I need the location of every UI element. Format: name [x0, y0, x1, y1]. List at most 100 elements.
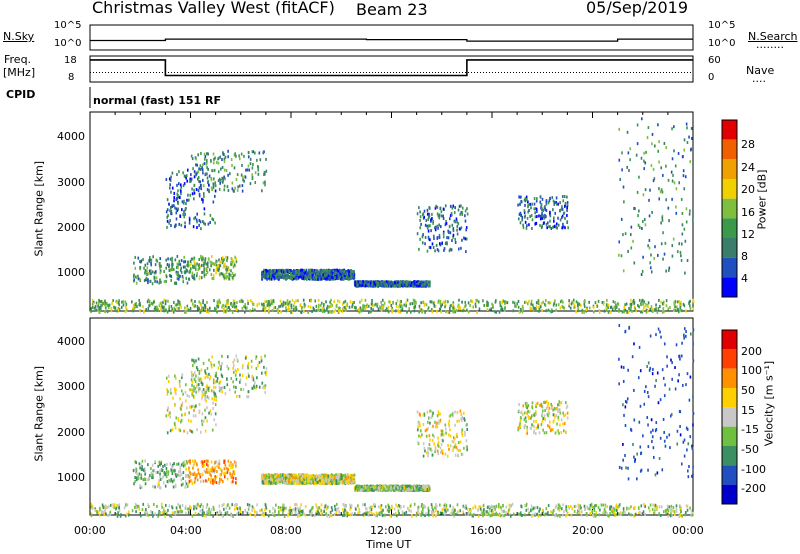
- power-cell: [411, 302, 414, 306]
- power-cell: [626, 165, 629, 169]
- power-cell: [441, 303, 443, 307]
- power-cell: [402, 280, 405, 284]
- power-cell: [642, 255, 644, 259]
- power-cell: [203, 162, 206, 166]
- power-cell: [675, 205, 677, 209]
- power-cell: [168, 221, 170, 225]
- power-cell: [100, 300, 102, 304]
- power-cell: [683, 148, 685, 152]
- velocity-cell: [299, 477, 302, 481]
- power-cell: [145, 308, 147, 312]
- power-cell: [491, 302, 493, 306]
- power-cell: [539, 305, 542, 309]
- power-cell: [218, 272, 221, 276]
- power-cell: [663, 310, 665, 314]
- power-cell: [337, 276, 340, 280]
- power-cell: [196, 226, 198, 230]
- power-cell: [539, 200, 542, 204]
- velocity-cell: [346, 481, 348, 485]
- velocity-ytick-1000: 1000: [57, 471, 85, 484]
- power-cell: [651, 210, 653, 214]
- power-cell: [97, 304, 99, 308]
- power-cell: [220, 272, 223, 276]
- power-cell: [671, 244, 674, 248]
- power-cell: [214, 194, 216, 198]
- power-cell: [110, 306, 113, 310]
- power-cell: [194, 264, 197, 268]
- power-cell: [298, 275, 300, 279]
- power-cell: [384, 284, 387, 288]
- power-cell: [151, 282, 154, 286]
- power-cell: [453, 307, 456, 311]
- power-cell: [662, 300, 665, 304]
- power-cell: [347, 277, 350, 281]
- velocity-cell: [351, 473, 353, 477]
- power-cell: [411, 281, 414, 285]
- power-cell: [461, 212, 463, 216]
- power-cell: [561, 207, 564, 211]
- power-cell: [231, 181, 234, 185]
- power-cell: [437, 226, 439, 230]
- velocity-cell: [289, 478, 292, 482]
- velocity-cell: [192, 473, 194, 477]
- power-cell: [641, 269, 644, 273]
- velocity-cell: [307, 479, 309, 483]
- power-cell: [673, 303, 676, 307]
- power-cell: [94, 305, 97, 309]
- power-cell: [684, 271, 686, 275]
- power-cell: [281, 268, 284, 272]
- power-cell: [524, 203, 526, 207]
- power-cell: [182, 201, 185, 205]
- velocity-cell: [299, 473, 302, 477]
- power-cell: [353, 270, 355, 274]
- power-cell: [660, 300, 662, 304]
- velocity-cell: [200, 460, 203, 464]
- power-cell: [176, 183, 178, 187]
- power-cell: [656, 310, 659, 314]
- power-cell: [107, 303, 110, 307]
- power-cell: [153, 308, 156, 312]
- power-cell: [551, 309, 554, 313]
- power-cell: [390, 303, 393, 307]
- power-cell: [169, 178, 172, 182]
- power-cell: [458, 227, 461, 231]
- power-cell: [560, 299, 563, 303]
- velocity-cell: [301, 476, 304, 480]
- power-cell: [264, 309, 266, 313]
- power-cell: [332, 273, 335, 277]
- power-cell: [431, 310, 434, 314]
- power-cell: [330, 302, 333, 306]
- velocity-cell: [305, 477, 307, 481]
- power-cell: [377, 281, 379, 285]
- power-cell: [514, 304, 516, 308]
- power-cell: [224, 177, 227, 181]
- power-cell: [577, 301, 579, 305]
- power-cell: [512, 300, 514, 304]
- power-cell: [149, 303, 151, 307]
- power-cell: [614, 301, 616, 305]
- velocity-cell: [188, 466, 190, 470]
- power-cell: [418, 247, 420, 251]
- power-cell: [633, 206, 635, 210]
- power-cell: [657, 123, 659, 127]
- power-cell: [629, 233, 632, 237]
- power-cell: [185, 206, 187, 210]
- velocity-cell: [278, 477, 280, 481]
- power-cell: [263, 274, 265, 278]
- velocity-cell: [340, 480, 342, 484]
- power-cell: [316, 269, 319, 273]
- power-cell: [642, 309, 644, 313]
- power-cell: [340, 273, 343, 277]
- power-cell: [660, 188, 663, 192]
- power-cell: [331, 303, 333, 307]
- power-cell: [225, 265, 228, 269]
- velocity-cell: [147, 478, 149, 482]
- power-cell: [649, 188, 651, 192]
- power-cell: [198, 300, 200, 304]
- power-cell: [409, 302, 412, 306]
- velocity-cell: [223, 472, 225, 476]
- power-cell: [116, 301, 118, 305]
- power-cell: [550, 310, 552, 314]
- power-cell: [530, 214, 533, 218]
- power-cell: [321, 307, 324, 311]
